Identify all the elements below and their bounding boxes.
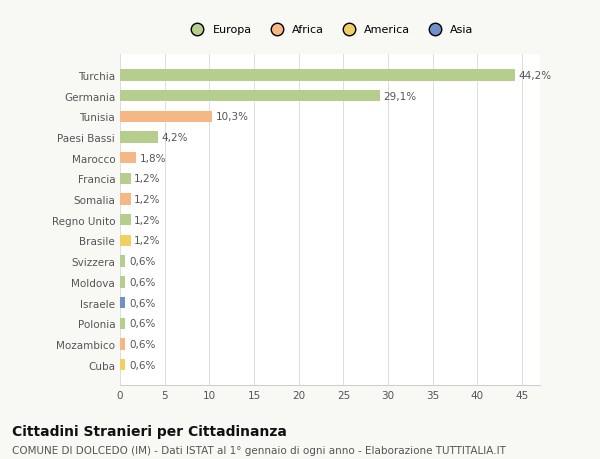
Bar (120, 215, 131, 226)
Bar (120, 194, 131, 205)
Bar (120, 318, 125, 329)
Bar (120, 235, 131, 246)
Text: 1,2%: 1,2% (134, 236, 161, 246)
Bar (120, 132, 158, 143)
Text: Cittadini Stranieri per Cittadinanza: Cittadini Stranieri per Cittadinanza (12, 425, 287, 438)
Text: 0,6%: 0,6% (129, 298, 155, 308)
Text: 44,2%: 44,2% (518, 71, 551, 81)
Text: 0,6%: 0,6% (129, 277, 155, 287)
Text: 10,3%: 10,3% (215, 112, 248, 122)
Bar (120, 297, 125, 308)
Text: 0,6%: 0,6% (129, 257, 155, 267)
Bar (120, 153, 136, 164)
Text: 4,2%: 4,2% (161, 133, 188, 143)
Bar (120, 112, 212, 123)
Text: 1,2%: 1,2% (134, 174, 161, 184)
Bar (120, 70, 515, 81)
Bar (120, 339, 125, 350)
Text: 1,2%: 1,2% (134, 215, 161, 225)
Bar (120, 359, 125, 370)
Bar (120, 174, 131, 185)
Text: 0,6%: 0,6% (129, 360, 155, 370)
Legend: Europa, Africa, America, Asia: Europa, Africa, America, Asia (182, 21, 478, 40)
Text: 1,2%: 1,2% (134, 195, 161, 205)
Bar (120, 256, 125, 267)
Bar (120, 91, 380, 102)
Text: 0,6%: 0,6% (129, 339, 155, 349)
Text: 29,1%: 29,1% (383, 91, 417, 101)
Text: COMUNE DI DOLCEDO (IM) - Dati ISTAT al 1° gennaio di ogni anno - Elaborazione TU: COMUNE DI DOLCEDO (IM) - Dati ISTAT al 1… (12, 445, 506, 455)
Bar (120, 277, 125, 288)
Text: 0,6%: 0,6% (129, 319, 155, 329)
Text: 1,8%: 1,8% (140, 153, 166, 163)
